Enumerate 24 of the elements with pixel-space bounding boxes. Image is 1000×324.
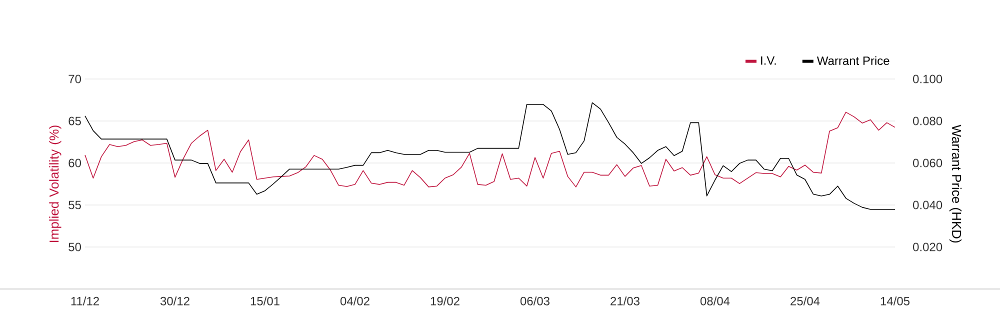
x-tick-label: 14/05 — [880, 296, 910, 306]
y-axis-title: Implied Volatility (%) — [49, 126, 62, 242]
y-tick-label: 55 — [68, 200, 81, 210]
x-tick-label: 04/02 — [340, 296, 370, 306]
y2-tick-label: 0.020 — [913, 242, 942, 252]
y2-tick-label: 0.100 — [913, 74, 942, 84]
x-tick-label: 25/04 — [790, 296, 820, 306]
legend-label: Warrant Price — [816, 56, 890, 66]
x-tick-label: 15/01 — [250, 296, 280, 306]
y2-axis-title: Warrant Price (HKD) — [949, 124, 962, 243]
x-tick-label: 08/04 — [700, 296, 730, 306]
y-tick-label: 70 — [68, 74, 82, 84]
y-tick-label: 50 — [68, 242, 82, 252]
x-tick-label: 11/12 — [71, 296, 99, 306]
y2-tick-label: 0.040 — [913, 200, 942, 210]
x-tick-label: 21/03 — [610, 296, 640, 306]
y-tick-label: 60 — [68, 158, 82, 168]
y-tick-label: 65 — [68, 116, 81, 126]
y2-tick-label: 0.060 — [913, 158, 942, 168]
legend-label: I.V. — [761, 56, 776, 65]
x-tick-label: 06/03 — [520, 296, 550, 306]
y2-tick-label: 0.080 — [913, 116, 942, 126]
x-tick-label: 30/12 — [160, 296, 190, 306]
x-tick-label: 19/02 — [430, 296, 460, 306]
